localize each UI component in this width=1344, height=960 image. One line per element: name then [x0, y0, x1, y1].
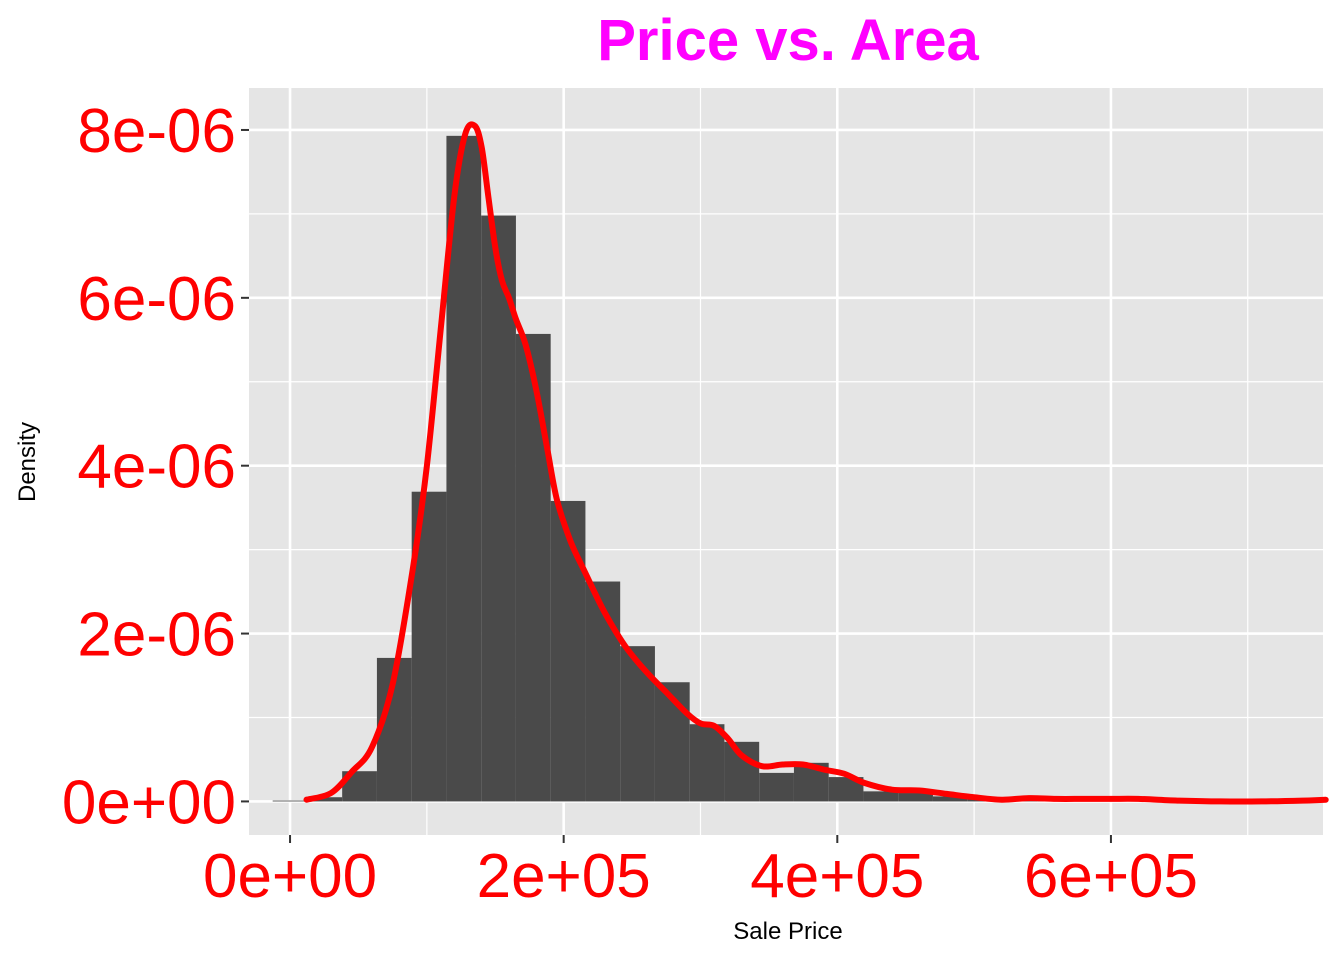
minor-gridlines — [249, 88, 1323, 835]
x-tick-label: 0e+00 — [203, 842, 377, 911]
y-axis-ticks: 0e+00 2e-06 4e-06 6e-06 8e-06 — [62, 97, 249, 837]
y-tick-label: 6e-06 — [77, 265, 236, 334]
histogram-bar — [863, 791, 899, 802]
x-tick-label: 6e+05 — [1024, 842, 1198, 911]
histogram-bar — [307, 797, 343, 802]
x-axis-title: Sale Price — [733, 918, 842, 945]
histogram-bar — [724, 741, 760, 802]
histogram-bar — [550, 500, 586, 802]
histogram-bar — [620, 646, 655, 802]
histogram-bar — [446, 135, 482, 802]
y-tick-label: 4e-06 — [77, 433, 236, 502]
y-tick-label: 0e+00 — [62, 768, 236, 837]
y-tick-label: 8e-06 — [77, 97, 236, 166]
histogram-bar — [759, 772, 794, 802]
density-curve — [303, 121, 1329, 805]
histogram-bar — [585, 581, 621, 802]
histogram-bar — [481, 215, 516, 802]
y-tick-label: 2e-06 — [77, 601, 236, 670]
histogram-bar — [932, 796, 968, 802]
histogram-bar — [689, 724, 725, 802]
y-axis-title: Density — [14, 422, 41, 502]
x-tick-label: 4e+05 — [750, 842, 924, 911]
histogram-bar — [272, 800, 308, 802]
x-axis-ticks: 0e+00 2e+05 4e+05 6e+05 — [203, 835, 1198, 911]
chart-title: Price vs. Area — [597, 8, 979, 73]
histogram-bar — [898, 793, 933, 802]
x-tick-label: 2e+05 — [477, 842, 651, 911]
histogram-bar — [515, 333, 551, 802]
